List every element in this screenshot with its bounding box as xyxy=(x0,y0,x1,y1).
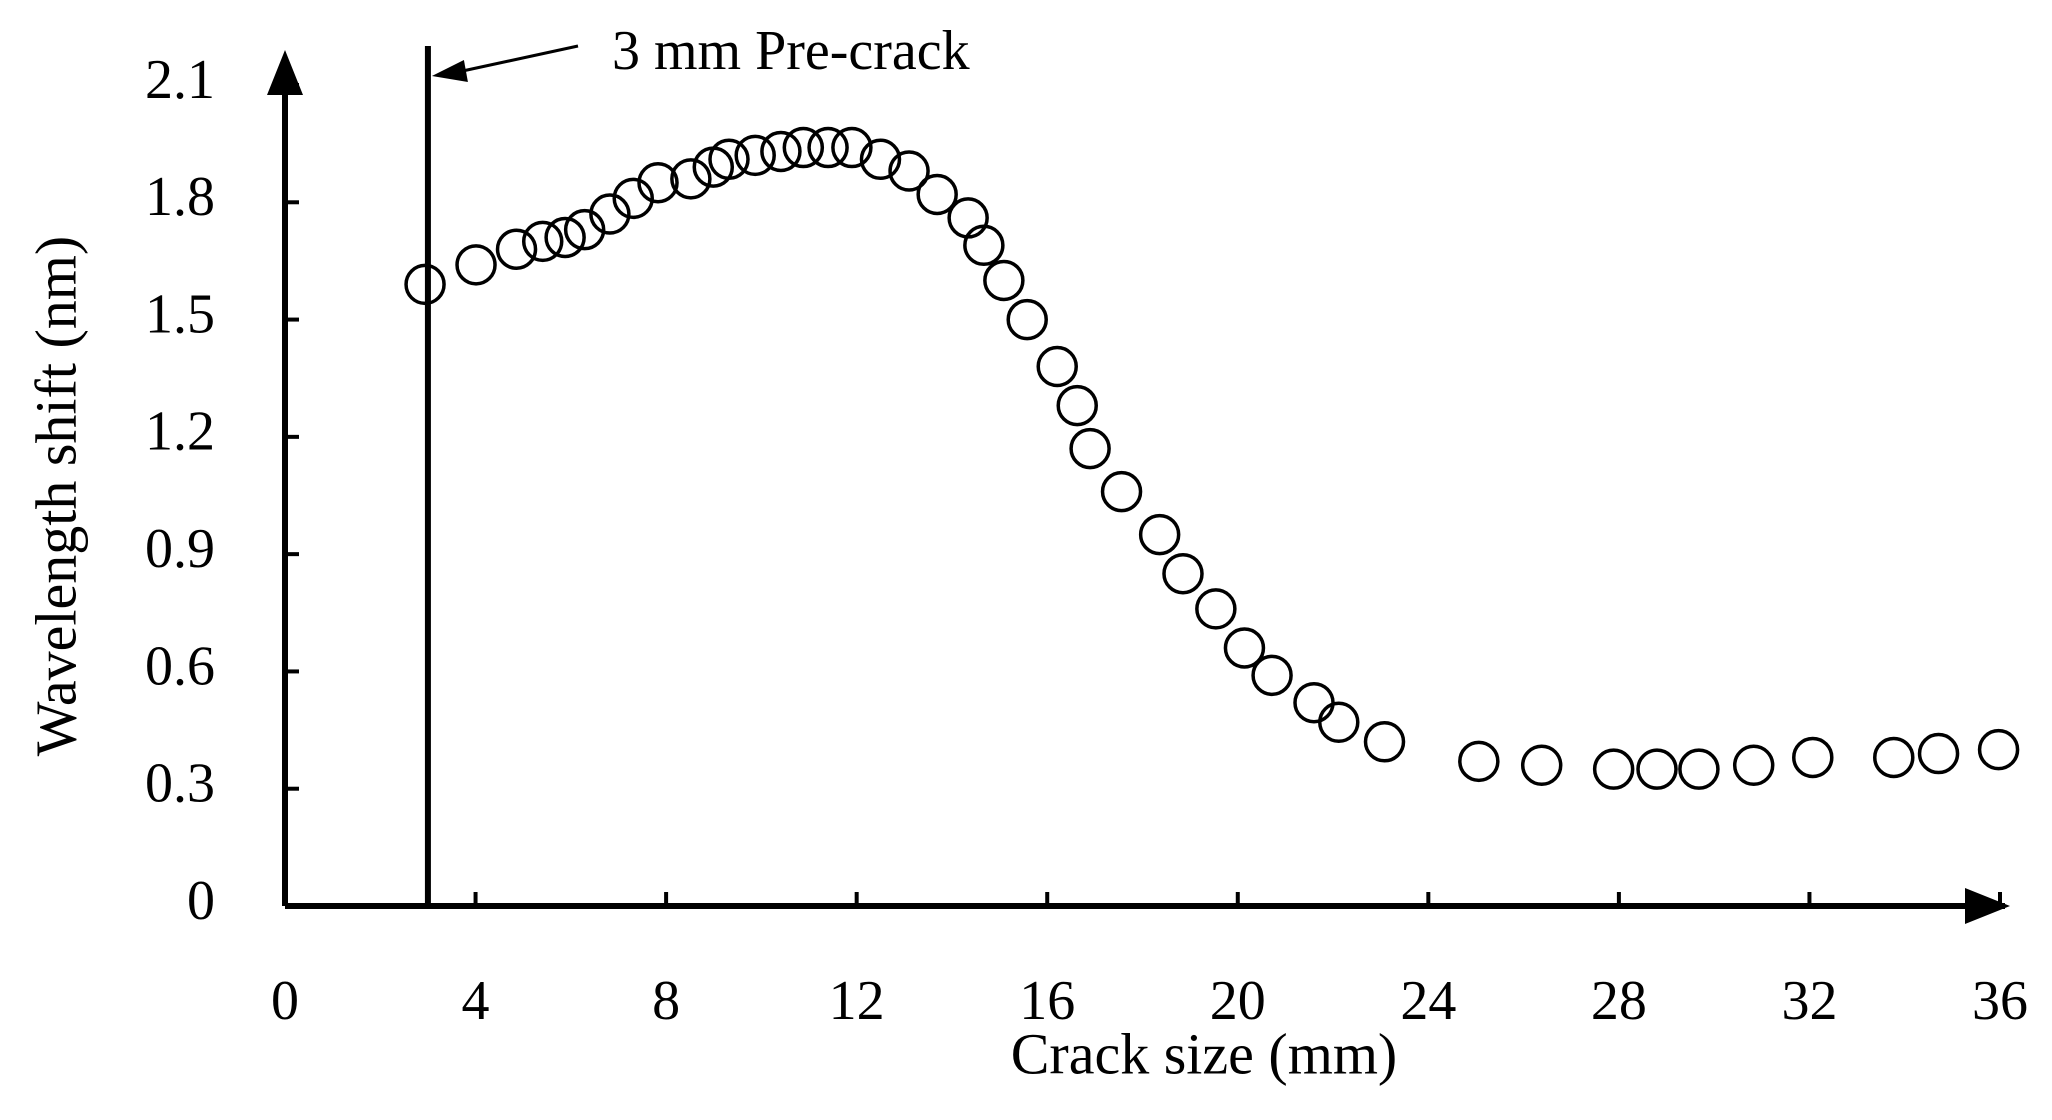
data-point xyxy=(1792,736,1834,779)
data-point xyxy=(1069,427,1111,470)
data-point xyxy=(589,193,631,235)
data-point xyxy=(544,216,586,259)
y-axis-arrow xyxy=(267,50,303,95)
data-point xyxy=(521,220,564,263)
data-point xyxy=(1363,721,1406,763)
x-tick-label: 36 xyxy=(1972,970,2028,1032)
y-tick-label: 1.2 xyxy=(145,401,215,463)
data-point xyxy=(1162,552,1204,595)
x-tick-label: 8 xyxy=(652,970,680,1032)
data-point xyxy=(1100,470,1143,513)
data-point xyxy=(1732,744,1775,787)
x-axis-arrow xyxy=(1965,888,2010,924)
data-point xyxy=(1458,740,1500,783)
data-point xyxy=(612,177,654,220)
data-point xyxy=(782,126,825,169)
x-tick-label: 24 xyxy=(1400,970,1456,1032)
y-tick-label: 1.5 xyxy=(145,283,215,345)
y-tick-label: 0.9 xyxy=(145,518,215,580)
data-point xyxy=(637,161,679,204)
data-point xyxy=(1917,732,1960,775)
annotation-arrowhead xyxy=(431,60,468,82)
data-point xyxy=(1138,513,1181,556)
data-point xyxy=(1318,701,1360,744)
x-tick-label: 4 xyxy=(462,970,490,1032)
data-point xyxy=(734,134,776,177)
x-tick-label: 32 xyxy=(1781,970,1837,1032)
y-tick-label: 2.1 xyxy=(145,49,215,111)
data-point xyxy=(1036,345,1078,388)
x-tick-label: 20 xyxy=(1210,970,1266,1032)
data-point xyxy=(495,228,538,270)
data-point xyxy=(807,126,849,169)
data-point xyxy=(859,138,902,181)
data-point xyxy=(888,150,930,192)
data-point xyxy=(947,197,989,239)
x-tick-label: 12 xyxy=(829,970,885,1032)
data-point xyxy=(916,173,958,216)
y-tick-label: 0 xyxy=(187,870,215,932)
data-point xyxy=(1056,384,1098,427)
data-point xyxy=(1873,736,1915,779)
data-point xyxy=(760,130,802,173)
data-point xyxy=(1006,298,1048,341)
y-tick-label: 0.6 xyxy=(145,635,215,697)
data-point xyxy=(670,158,712,200)
data-point xyxy=(831,126,873,169)
data-point xyxy=(1195,588,1237,630)
x-tick-label: 28 xyxy=(1591,970,1647,1032)
data-point xyxy=(455,244,497,286)
x-tick-label: 16 xyxy=(1019,970,1075,1032)
y-tick-label: 1.8 xyxy=(145,166,215,228)
x-axis-title: Crack size (mm) xyxy=(1011,1021,1398,1086)
x-tick-label: 0 xyxy=(271,970,299,1032)
data-point xyxy=(708,138,750,181)
data-point xyxy=(563,208,606,251)
annotation-arrow xyxy=(457,44,579,74)
data-point xyxy=(1678,748,1720,790)
data-point xyxy=(1223,627,1266,669)
data-point xyxy=(1592,748,1635,790)
y-axis-title: Wavelength shift (nm) xyxy=(23,236,88,756)
data-point xyxy=(1977,728,2020,771)
data-point xyxy=(1251,654,1293,697)
data-point xyxy=(983,259,1025,302)
data-point xyxy=(404,263,446,306)
annotation-text: 3 mm Pre-crack xyxy=(612,20,970,82)
data-point xyxy=(1293,681,1335,724)
data-point xyxy=(1636,748,1678,790)
y-tick-label: 0.3 xyxy=(145,753,215,815)
data-point xyxy=(963,224,1005,267)
data-point xyxy=(1520,744,1563,787)
